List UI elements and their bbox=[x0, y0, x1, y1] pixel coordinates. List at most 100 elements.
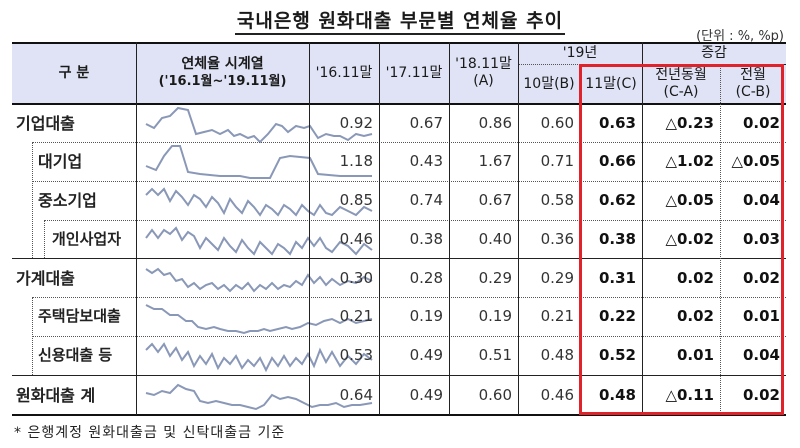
sparkline-line bbox=[145, 342, 373, 373]
cell-v18: 0.29 bbox=[478, 268, 512, 287]
row-label-large-corp: 대기업 bbox=[38, 152, 83, 171]
header-timeseries-line1: 연체율 시계열 bbox=[181, 56, 264, 72]
cell-v19-10: 0.58 bbox=[540, 191, 574, 209]
cell-v16: 0.46 bbox=[339, 230, 373, 248]
sparkline-sme bbox=[145, 187, 373, 217]
cell-v18: 0.67 bbox=[478, 191, 512, 209]
cell-v19-11: 0.48 bbox=[598, 385, 636, 404]
cell-v19-10: 0.21 bbox=[540, 307, 574, 325]
divider bbox=[12, 258, 786, 259]
cell-mom: 0.03 bbox=[742, 230, 780, 248]
cell-v18: 0.51 bbox=[478, 346, 512, 364]
cell-v17: 0.49 bbox=[409, 385, 443, 404]
cell-v19-11: 0.52 bbox=[598, 346, 636, 364]
cell-mom: 0.02 bbox=[742, 385, 780, 404]
sparkline-line bbox=[145, 267, 373, 293]
header-background bbox=[12, 42, 786, 104]
sparkline-line bbox=[145, 187, 373, 217]
column-divider bbox=[136, 42, 137, 415]
header-yoy-line2: (C-A) bbox=[663, 84, 699, 100]
header-19-11: 11말(C) bbox=[585, 75, 637, 92]
cell-v18: 1.67 bbox=[478, 152, 512, 170]
header-yoy-line1: 전년동월 bbox=[655, 67, 707, 83]
cell-mom: △0.05 bbox=[731, 152, 780, 170]
cell-v18: 0.19 bbox=[478, 307, 512, 325]
unit-label: (단위 : %, %p) bbox=[696, 29, 784, 44]
column-divider bbox=[518, 42, 519, 415]
cell-mom: 0.04 bbox=[742, 346, 780, 364]
cell-v19-11: 0.62 bbox=[598, 191, 636, 209]
highlight-box bbox=[579, 64, 784, 415]
table-top-border bbox=[12, 42, 786, 44]
row-label-household: 가계대출 bbox=[16, 268, 75, 288]
cell-v17: 0.43 bbox=[409, 152, 443, 170]
row-label-sme: 중소기업 bbox=[38, 191, 97, 210]
header-timeseries-line2: ('16.1월~'19.11월) bbox=[158, 74, 287, 89]
header-16-11: '16.11말 bbox=[315, 64, 373, 81]
header-18-11-line2: (A) bbox=[473, 73, 494, 89]
cell-v16: 0.21 bbox=[339, 307, 373, 325]
column-divider bbox=[642, 42, 643, 415]
divider bbox=[32, 297, 786, 298]
header-19-10: 10말(B) bbox=[523, 75, 575, 92]
sparkline-line bbox=[145, 304, 373, 335]
indent-line bbox=[32, 297, 33, 375]
cell-v19-10: 0.36 bbox=[540, 230, 574, 248]
divider bbox=[32, 336, 786, 337]
column-divider bbox=[309, 42, 310, 415]
cell-mom: 0.04 bbox=[742, 191, 780, 209]
cell-v16: 0.64 bbox=[339, 385, 373, 404]
cell-v19-10: 0.60 bbox=[540, 113, 574, 132]
sparkline-sole-proprietor bbox=[145, 226, 373, 256]
row-label-corporate: 기업대출 bbox=[16, 113, 75, 133]
header-timeseries: 연체율 시계열 ('16.1월~'19.11월) bbox=[136, 42, 309, 104]
row-label-mortgage: 주택담보대출 bbox=[38, 307, 121, 325]
table-bottom-border bbox=[12, 414, 786, 416]
header-group-change: 증감 bbox=[701, 44, 727, 61]
sparkline-line bbox=[145, 145, 372, 179]
cell-v16: 1.18 bbox=[339, 152, 373, 170]
cell-v18: 0.60 bbox=[478, 385, 512, 404]
cell-v17: 0.38 bbox=[409, 230, 443, 248]
column-divider bbox=[449, 42, 450, 415]
sparkline-line bbox=[145, 226, 373, 256]
header-17-11: '17.11말 bbox=[385, 64, 443, 81]
cell-v17: 0.67 bbox=[409, 113, 443, 132]
header-bottom-border bbox=[12, 103, 786, 105]
header-18-11-line1: '18.11말 bbox=[455, 56, 512, 72]
cell-v19-10: 0.71 bbox=[540, 152, 574, 170]
cell-v16: 0.85 bbox=[339, 191, 373, 209]
cell-yoy: △0.05 bbox=[665, 191, 714, 209]
header-mom-line2: (C-B) bbox=[735, 84, 771, 100]
cell-v16: 0.53 bbox=[339, 346, 373, 364]
cell-v19-11: 0.66 bbox=[598, 152, 636, 170]
header-mom-line1: 전월 bbox=[740, 67, 766, 83]
column-divider bbox=[720, 64, 721, 415]
cell-v19-11: 0.38 bbox=[598, 230, 636, 248]
cell-v17: 0.74 bbox=[409, 191, 443, 209]
column-divider bbox=[379, 42, 380, 415]
divider bbox=[518, 64, 580, 65]
cell-v18: 0.86 bbox=[478, 113, 512, 132]
sparkline-total bbox=[145, 383, 373, 411]
cell-v17: 0.28 bbox=[409, 268, 443, 287]
cell-yoy: △1.02 bbox=[665, 152, 714, 170]
row-label-total: 원화대출 계 bbox=[16, 385, 96, 405]
cell-yoy: △0.11 bbox=[665, 385, 714, 404]
cell-mom: 0.02 bbox=[742, 113, 780, 132]
header-yoy: 전년동월 (C-A) bbox=[642, 64, 720, 104]
sparkline-large-corp bbox=[145, 145, 372, 179]
cell-v16: 0.92 bbox=[339, 113, 373, 132]
cell-yoy: 0.01 bbox=[676, 346, 714, 364]
cell-v19-10: 0.48 bbox=[540, 346, 574, 364]
divider bbox=[12, 375, 786, 376]
cell-v19-10: 0.46 bbox=[540, 385, 574, 404]
cell-yoy: △0.02 bbox=[665, 230, 714, 248]
cell-v18: 0.40 bbox=[478, 230, 512, 248]
divider bbox=[32, 142, 786, 143]
title-text: 국내은행 원화대출 부문별 연체율 추이 bbox=[234, 10, 566, 35]
cell-mom: 0.02 bbox=[742, 268, 780, 287]
divider bbox=[32, 181, 786, 182]
sparkline-household bbox=[145, 267, 373, 293]
sparkline-line bbox=[145, 383, 373, 411]
